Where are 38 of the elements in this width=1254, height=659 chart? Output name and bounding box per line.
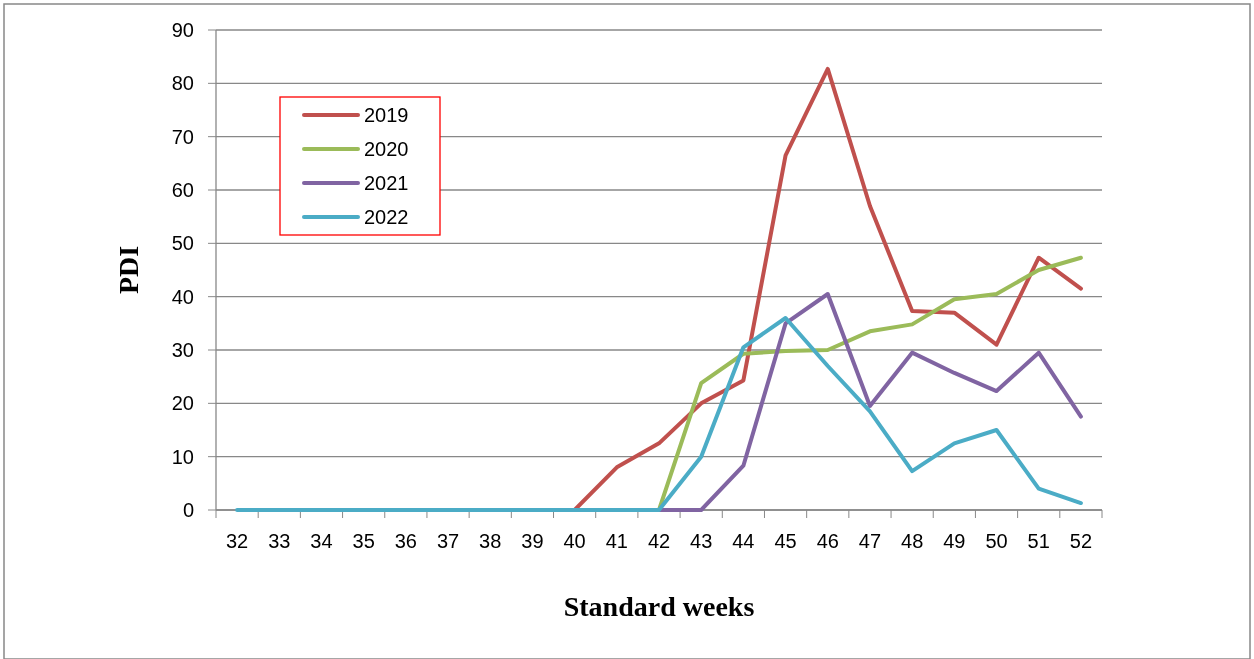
legend-label: 2022 (364, 206, 409, 228)
line-series (235, 316, 1083, 512)
x-tick-label: 38 (479, 530, 502, 552)
y-tick-label: 60 (171, 179, 194, 201)
x-tick-label: 40 (563, 530, 586, 552)
legend-label: 2019 (364, 104, 409, 126)
x-tick-label: 45 (774, 530, 797, 552)
x-tick-label: 39 (521, 530, 544, 552)
y-tick-label: 40 (171, 285, 194, 308)
y-tick-label: 10 (171, 445, 194, 468)
x-tick-label: 32 (225, 530, 249, 552)
y-tick-label: 30 (171, 339, 194, 361)
y-axis-title: PDI (113, 245, 144, 295)
x-tick-label: 36 (394, 530, 417, 552)
x-tick-label: 44 (732, 530, 755, 552)
y-tick-label: 90 (171, 19, 194, 41)
x-tick-label: 35 (352, 530, 375, 552)
x-axis-title: Standard weeks (563, 591, 755, 622)
y-tick-label: 20 (171, 392, 194, 415)
x-tick-label: 34 (310, 530, 333, 552)
x-tick-label: 51 (1027, 530, 1050, 552)
x-tick-label: 48 (901, 530, 924, 552)
legend-label: 2021 (364, 172, 409, 194)
x-tick-label: 49 (943, 530, 966, 552)
x-tick-label: 33 (268, 530, 291, 552)
y-tick-label: 80 (171, 72, 194, 95)
y-tick-label: 0 (182, 499, 194, 521)
y-tick-label: 50 (171, 232, 194, 255)
x-tick-label: 43 (690, 530, 713, 552)
legend-label: 2020 (364, 138, 409, 160)
x-tick-label: 42 (647, 530, 671, 552)
x-tick-label: 41 (605, 530, 628, 552)
x-tick-label: 47 (858, 530, 882, 552)
x-tick-label: 52 (1069, 530, 1093, 552)
y-tick-label: 70 (171, 125, 194, 148)
x-tick-label: 46 (816, 530, 839, 552)
x-tick-label: 50 (985, 530, 1008, 552)
x-tick-label: 37 (436, 530, 460, 552)
